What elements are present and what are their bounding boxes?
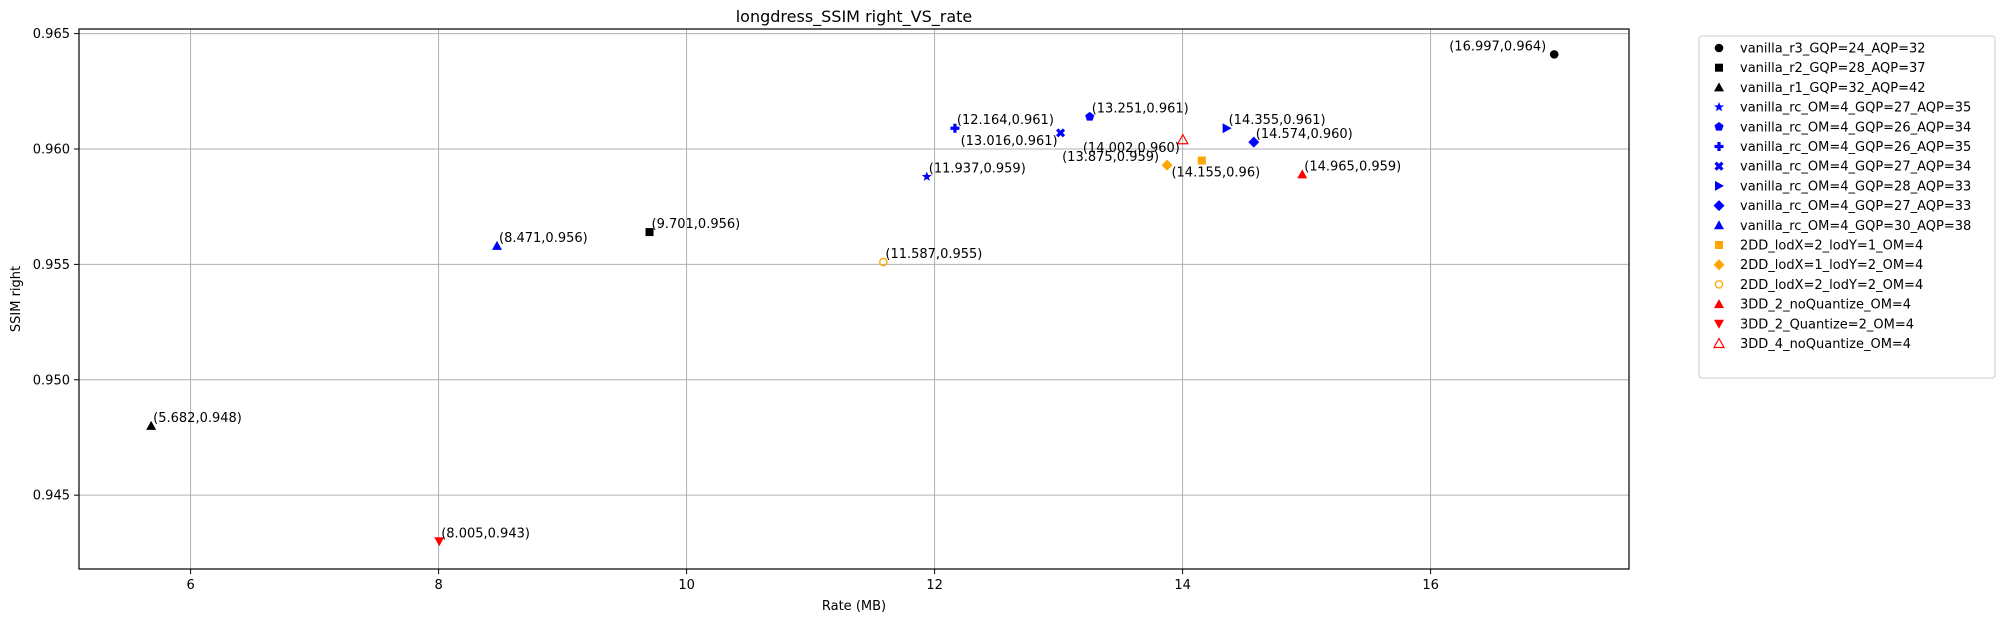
legend-marker [1715,63,1723,72]
data-point [1056,128,1066,138]
legend-entry-label: vanilla_rc_OM=4_GQP=27_AQP=35 [1740,101,1971,116]
legend-entry-label: 3DD_4_noQuantize_OM=4 [1740,337,1911,352]
legend-marker [1714,43,1724,53]
legend-entry-label: vanilla_rc_OM=4_GQP=26_AQP=34 [1740,120,1971,135]
data-point [921,171,932,181]
legend-marker [1713,200,1725,212]
legend-marker [1714,299,1724,309]
data-label: (8.005,0.943) [441,526,530,541]
x-axis-label: Rate (MB) [822,599,886,614]
legend-marker [1713,259,1725,271]
legend-entry-label: 2DD_lodX=2_lodY=2_OM=4 [1740,278,1923,293]
chart-title: longdress_SSIM right_VS_rate [736,7,973,27]
data-point [1297,169,1308,179]
plot-area-frame [78,28,1630,570]
x-tick-label: 8 [434,578,442,593]
legend-marker [1712,337,1726,349]
legend-entry-label: 2DD_lodX=2_lodY=1_OM=4 [1740,239,1923,254]
legend-entry-label: vanilla_r3_GQP=24_AQP=32 [1740,42,1926,57]
legend-entry-label: vanilla_rc_OM=4_GQP=28_AQP=33 [1740,179,1971,194]
data-label: (14.574,0.960) [1256,127,1353,142]
data-label: (13.251,0.961) [1092,102,1189,117]
data-point [492,240,503,250]
legend-entry-label: 3DD_2_Quantize=2_OM=4 [1740,317,1914,332]
data-label: (14.155,0.96) [1171,166,1260,181]
data-labels: (16.997,0.964) (9.701,0.956) (5.682,0.948)… [153,39,1546,541]
legend-entry-label: vanilla_r1_GQP=32_AQP=42 [1740,81,1926,96]
legend-marker [1714,101,1724,112]
x-tick-label: 10 [678,578,695,593]
data-point [1176,133,1189,145]
legend-entry-label: vanilla_rc_OM=4_GQP=26_AQP=35 [1740,140,1971,155]
x-tick-label: 12 [926,578,943,593]
grid-lines [79,29,1629,569]
y-tick-label: 0.965 [33,27,70,42]
data-points [146,50,1559,547]
data-label: (5.682,0.948) [153,411,242,426]
data-label: (11.587,0.955) [885,247,982,262]
axis-ticks: 6 8 10 12 14 16 0.945 0.950 0.955 0.960 0.965 [33,27,1439,593]
legend-entry-label: vanilla_r2_GQP=28_AQP=37 [1740,61,1926,76]
legend-marker [1714,142,1724,151]
y-tick-label: 0.945 [33,489,70,504]
data-label: (14.355,0.961) [1229,113,1326,128]
legend-entry-label: 3DD_2_noQuantize_OM=4 [1740,298,1911,313]
data-label: (14.965,0.959) [1304,159,1401,174]
data-point [1549,50,1559,59]
data-point [1248,136,1260,148]
x-tick-label: 14 [1174,578,1191,593]
data-point [1197,156,1206,165]
legend-marker [1714,220,1724,230]
data-point [645,228,654,237]
data-point [1085,111,1095,121]
x-tick-label: 6 [186,578,194,593]
legend-marker [1714,82,1724,92]
data-label: (13.016,0.961) [961,134,1058,149]
y-axis-label: SSIM right [9,266,24,332]
legend-entry-label: vanilla_rc_OM=4_GQP=27_AQP=34 [1740,160,1971,175]
legend-entry-label: vanilla_rc_OM=4_GQP=27_AQP=33 [1740,199,1971,214]
legend-entry-label: 2DD_lodX=1_lodY=2_OM=4 [1740,258,1923,273]
y-tick-label: 0.955 [33,258,70,273]
data-point [950,123,960,133]
data-point [146,420,157,430]
legend-marker [1715,180,1724,191]
x-tick-label: 16 [1422,578,1439,593]
y-tick-label: 0.960 [33,143,70,158]
data-label: (12.164,0.961) [957,113,1054,128]
data-label: (16.997,0.964) [1449,39,1546,54]
data-label: (9.701,0.956) [652,217,741,232]
legend-marker [1714,280,1724,289]
data-point [879,257,888,267]
legend-frame [1698,35,1996,379]
data-label: (13.875,0.959) [1062,150,1159,165]
data-label: (11.937,0.959) [929,162,1026,177]
data-label: (8.471,0.956) [499,231,588,246]
data-point [1222,123,1232,134]
legend-entry-label: vanilla_rc_OM=4_GQP=30_AQP=38 [1740,219,1971,234]
legend-marker [1715,241,1723,249]
y-tick-label: 0.950 [33,373,70,388]
data-label: (14.002,0.960) [1083,141,1180,156]
data-point [434,537,445,547]
data-point [1161,159,1173,171]
legend-marker [1714,319,1724,329]
legend: vanilla_r3_GQP=24_AQP=32 vanilla_r2_GQP=2… [1698,35,1996,379]
legend-marker [1714,161,1724,171]
legend-marker [1714,122,1724,131]
